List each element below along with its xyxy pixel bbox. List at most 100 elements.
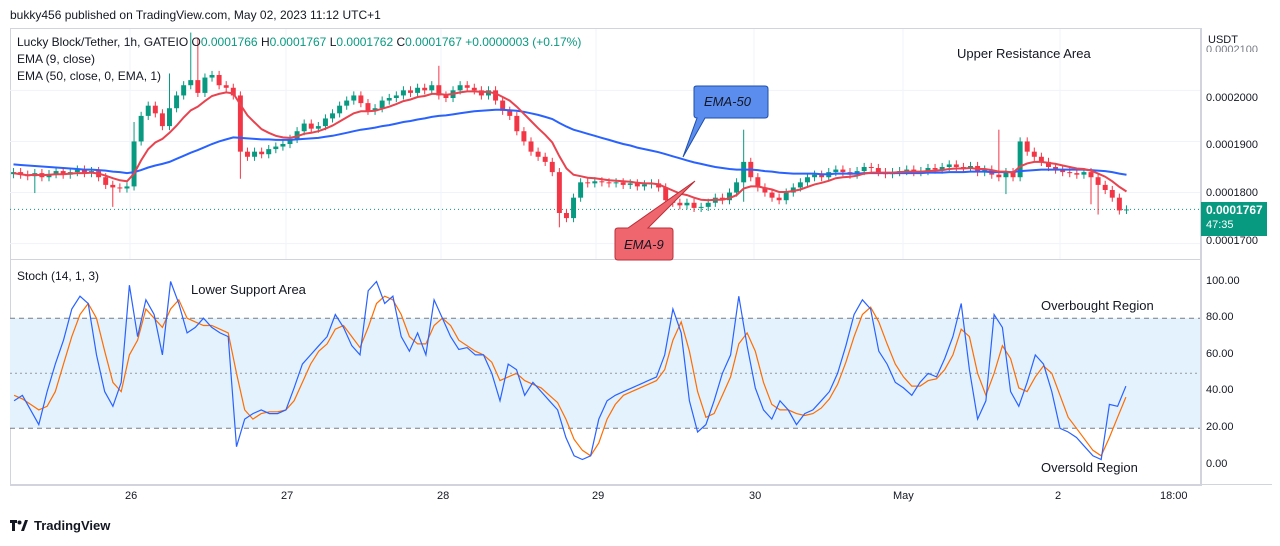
high-label: H xyxy=(260,35,270,49)
candle xyxy=(1024,141,1030,152)
ema50-line xyxy=(13,108,1127,176)
candle xyxy=(932,168,938,170)
candle xyxy=(521,131,527,142)
candle xyxy=(556,172,562,213)
candle xyxy=(634,183,640,187)
tradingview-logo-icon xyxy=(10,519,28,531)
candle xyxy=(1060,169,1066,173)
price-tick-partial: 0.0002100 xyxy=(1206,44,1258,52)
time-tick: 29 xyxy=(592,490,605,502)
candle xyxy=(81,169,87,174)
candle xyxy=(528,141,534,152)
stoch-tick: 40.00 xyxy=(1206,384,1234,396)
candle xyxy=(1067,172,1073,174)
countdown: 47:35 xyxy=(1206,219,1234,231)
time-tick: 18:00 xyxy=(1160,490,1188,502)
candle xyxy=(294,131,300,139)
candle xyxy=(549,161,555,173)
stoch-tick: 20.00 xyxy=(1206,421,1234,433)
low-value: 0.0001762 xyxy=(336,35,394,49)
candle xyxy=(259,151,265,155)
candle xyxy=(181,85,187,96)
candle xyxy=(273,146,279,150)
candle xyxy=(1003,172,1009,178)
candle xyxy=(1088,172,1094,178)
candle xyxy=(663,187,669,201)
price-chart[interactable] xyxy=(10,29,1200,259)
candle xyxy=(946,164,952,167)
stoch-chart[interactable] xyxy=(10,260,1200,484)
candle xyxy=(1095,177,1101,185)
candle xyxy=(202,77,208,93)
upper-resistance-label: Upper Resistance Area xyxy=(957,46,1091,61)
candle xyxy=(571,197,577,219)
candle xyxy=(741,161,747,183)
currency-label[interactable]: USDT xyxy=(1208,34,1238,46)
candle xyxy=(436,85,442,96)
candle xyxy=(386,98,392,101)
time-axis-border xyxy=(10,484,1272,485)
candle xyxy=(471,87,477,91)
candle xyxy=(776,197,782,201)
candle xyxy=(1116,197,1122,211)
candle xyxy=(904,169,910,172)
candle xyxy=(280,144,286,147)
stoch-legend[interactable]: Stoch (14, 1, 3) xyxy=(17,269,100,283)
candle xyxy=(1081,172,1087,175)
candle xyxy=(727,192,732,201)
candle xyxy=(301,123,307,132)
candle xyxy=(861,167,867,172)
candle xyxy=(1010,172,1016,178)
ema9-legend[interactable]: EMA (9, close) xyxy=(17,52,96,66)
candle xyxy=(230,87,236,96)
candle xyxy=(244,151,250,157)
candle xyxy=(762,187,768,193)
stoch-tick: 80.00 xyxy=(1206,311,1234,323)
candle xyxy=(237,95,243,152)
overbought-label: Overbought Region xyxy=(1041,298,1154,313)
candle xyxy=(372,108,378,111)
candle xyxy=(351,95,357,101)
candle xyxy=(606,182,612,184)
candle xyxy=(74,169,80,173)
symbol-legend[interactable]: Lucky Block/Tether, 1h, GATEIO O0.000176… xyxy=(17,35,581,49)
ema9-callout xyxy=(614,180,696,261)
low-label: L xyxy=(329,35,337,49)
candle xyxy=(691,202,697,208)
pane-separator[interactable] xyxy=(10,259,1200,260)
candle xyxy=(953,164,959,167)
oversold-label: Oversold Region xyxy=(1041,460,1138,475)
candle xyxy=(266,149,272,155)
time-tick: 26 xyxy=(125,490,138,502)
candle xyxy=(1017,141,1023,178)
current-price-badge: 0.0001767 47:35 xyxy=(1201,202,1267,236)
time-tick: May xyxy=(893,490,914,502)
change-value: +0.0000003 (+0.17%) xyxy=(465,35,582,49)
candle xyxy=(996,174,1002,178)
ema50-legend[interactable]: EMA (50, close, 0, EMA, 1) xyxy=(17,69,162,83)
candle xyxy=(939,167,945,170)
candle xyxy=(840,169,846,173)
time-tick: 30 xyxy=(749,490,762,502)
candle xyxy=(677,202,683,206)
candle xyxy=(1109,190,1115,198)
candle xyxy=(252,151,258,157)
candle xyxy=(1046,161,1051,167)
candle xyxy=(578,182,584,198)
candle xyxy=(131,141,137,187)
candle xyxy=(684,202,690,206)
published-header: bukky456 published on TradingView.com, M… xyxy=(10,8,381,22)
tradingview-logo[interactable]: TradingView xyxy=(10,518,110,533)
candle xyxy=(117,187,123,189)
candle xyxy=(833,169,839,173)
candle xyxy=(379,100,385,109)
candle xyxy=(804,177,810,183)
price-tick: 0.0001700 xyxy=(1206,235,1258,247)
chart-frame xyxy=(10,28,1202,486)
time-tick: 27 xyxy=(281,490,294,502)
current-price-value: 0.0001767 xyxy=(1206,203,1263,217)
candle xyxy=(195,80,201,93)
candle xyxy=(875,168,881,173)
high-value: 0.0001767 xyxy=(269,35,327,49)
candle xyxy=(365,103,371,111)
